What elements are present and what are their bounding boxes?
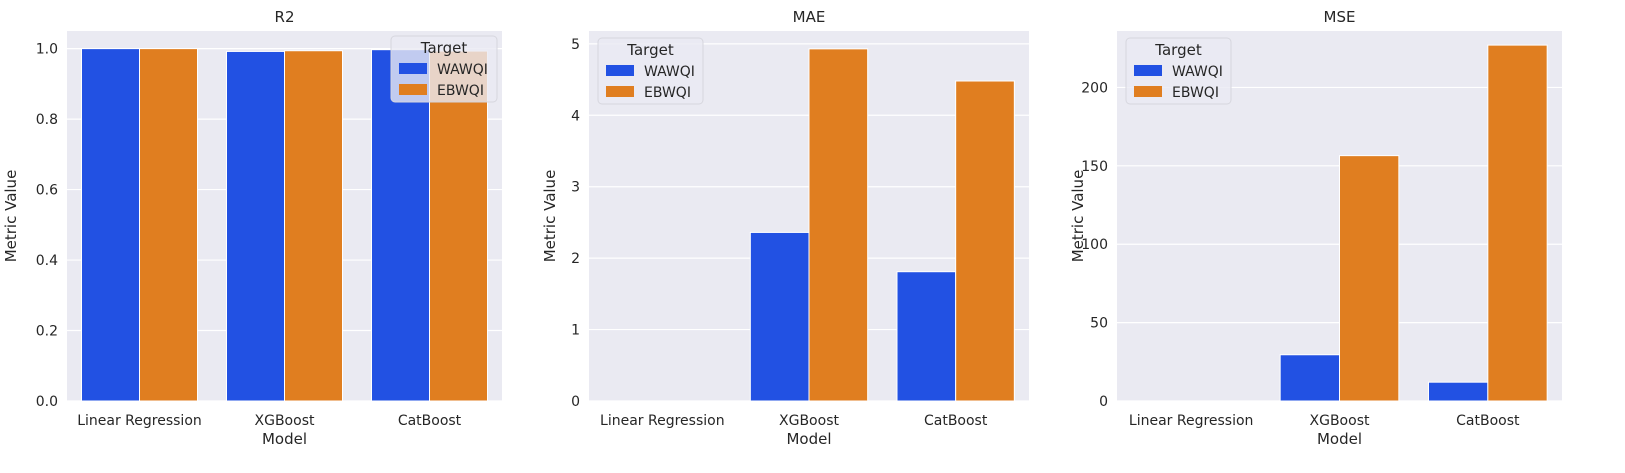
legend-swatch-ebwqi [399, 84, 427, 95]
chart-panel-mse: 0 50 100 150 200 Linear Regression XGBoost CatB… [1069, 8, 1562, 448]
y-tick-label: 0.6 [36, 183, 58, 199]
y-axis-label: Metric Value [1069, 170, 1087, 263]
legend-label: EBWQI [1172, 85, 1219, 101]
legend: Target WAWQI EBWQI [390, 35, 498, 103]
bar-wawqi [749, 231, 810, 402]
x-tick-label: XGBoost [779, 413, 839, 429]
x-tick-label: XGBoost [255, 413, 315, 429]
chart-panel-r2: 0.0 0.2 0.4 0.6 0.8 1.0 Linear Regression XGBoo… [2, 8, 502, 448]
legend-title: Target [1154, 41, 1202, 59]
bar-ebwqi [284, 50, 343, 402]
x-axis-label: Model [262, 430, 307, 448]
y-tick-label: 0.0 [36, 394, 58, 410]
y-tick-label: 0.8 [36, 112, 58, 128]
y-tick-label: 4 [571, 108, 580, 124]
y-tick-label: 100 [1081, 237, 1108, 253]
y-tick-label: 150 [1081, 159, 1108, 175]
legend-swatch-ebwqi [1134, 86, 1162, 97]
legend: Target WAWQI EBWQI [1125, 37, 1232, 105]
y-tick-label: 3 [571, 180, 580, 196]
legend-swatch-wawqi [399, 63, 427, 74]
y-tick-label: 1 [571, 323, 580, 339]
legend-label: WAWQI [437, 62, 488, 78]
y-tick-label: 200 [1081, 80, 1108, 96]
legend-swatch-wawqi [1134, 65, 1162, 76]
chart-panel-mae: 0 1 2 3 4 5 Linear Regression XGBoost CatBoost MA… [541, 8, 1029, 448]
x-axis-label: Model [786, 430, 831, 448]
y-tick-label: 0.4 [36, 253, 58, 269]
y-tick-label: 50 [1090, 316, 1108, 332]
x-tick-label: Linear Regression [77, 413, 202, 429]
legend-label: WAWQI [644, 64, 695, 80]
y-tick-label: 2 [571, 251, 580, 267]
chart-title: MSE [1324, 8, 1356, 26]
y-axis-label: Metric Value [541, 170, 559, 263]
chart-title: MAE [793, 8, 826, 26]
y-tick-label: 0 [571, 394, 580, 410]
bar-wawqi [81, 48, 140, 402]
legend-title: Target [420, 39, 468, 57]
legend-swatch-wawqi [606, 65, 634, 76]
legend-label: EBWQI [437, 83, 484, 99]
x-tick-label: XGBoost [1310, 413, 1370, 429]
bar-ebwqi [429, 50, 488, 402]
x-axis-label: Model [1317, 430, 1362, 448]
bar-wawqi [896, 271, 957, 402]
y-tick-label: 5 [571, 37, 580, 53]
bar-ebwqi [1487, 44, 1548, 402]
bar-wawqi [226, 50, 285, 402]
legend-swatch-ebwqi [606, 86, 634, 97]
bar-wawqi [1428, 381, 1489, 402]
x-tick-label: CatBoost [1456, 413, 1520, 429]
x-tick-label: CatBoost [398, 413, 462, 429]
y-tick-label: 1.0 [36, 42, 58, 58]
legend-label: EBWQI [644, 85, 691, 101]
y-axis-label: Metric Value [2, 170, 20, 263]
bar-ebwqi [1339, 155, 1400, 402]
chart-title: R2 [275, 8, 295, 26]
legend-title: Target [626, 41, 674, 59]
bar-ebwqi [139, 48, 198, 402]
legend: Target WAWQI EBWQI [597, 37, 704, 105]
bar-wawqi [1279, 354, 1340, 402]
bar-ebwqi [808, 48, 869, 402]
bar-ebwqi [955, 80, 1015, 402]
y-tick-label: 0 [1099, 394, 1108, 410]
y-tick-label: 0.2 [36, 324, 58, 340]
x-tick-label: Linear Regression [600, 413, 725, 429]
x-tick-label: Linear Regression [1129, 413, 1254, 429]
x-tick-label: CatBoost [924, 413, 988, 429]
legend-label: WAWQI [1172, 64, 1223, 80]
